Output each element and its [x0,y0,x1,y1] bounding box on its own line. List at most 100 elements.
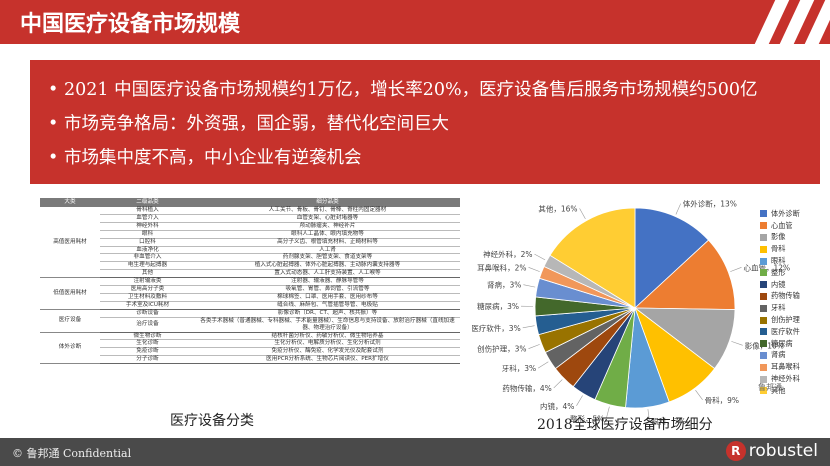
table-cell: 电生理与起搏器 [100,261,195,271]
legend-label: 药物传输 [771,291,800,301]
pie-slice [634,207,710,309]
table-cell: 微生物诊断 [100,332,195,341]
legend-swatch [760,257,767,265]
legend-label: 糖尿病 [771,338,793,348]
legend-swatch [760,222,767,230]
legend-swatch [760,281,767,289]
legend-swatch [760,316,767,324]
pie-data-label: 神经外科，2% [483,249,532,259]
table-row: 卫生材料及敷料 棉球棉签、口罩、医用手套、医用纱布等 [40,293,460,302]
table-caption: 医疗设备分类 [170,413,254,429]
legend-item: 整形 [760,267,800,279]
table-cell: 治疗设备 [100,317,195,333]
pie-data-label: 创伤护理，3% [477,344,526,354]
table-row: 治疗设备 各类手术器械（普通器械、专科器械、手术能量器械）、生命信息与支持设备、放… [40,317,460,333]
legend-swatch [760,245,767,253]
table-cell: 置入式动态器、人工肝支持装置、人工喉等 [195,269,460,279]
legend-item: 骨科 [760,243,800,255]
bullet-panel: • 2021 中国医疗设备市场规模约1万亿，增长率20%，医疗设备售后服务市场规模… [30,60,820,184]
pie-leader-line [606,406,610,419]
classification-table-area: 大类 二级品类 细分品类 高值医用耗材 骨科植入 人工关节、骨板、骨钉、骨棒、脊柱内固定… [40,198,460,408]
table-cell: 结核杆菌分析仪、药敏分析仪、微生物培养基 [195,332,460,341]
table-cell: 颅动脉瘤夹、神经补片 [195,222,460,231]
pie-data-label: 牙科，3% [502,363,536,373]
table-row: 眼科 眼科人工晶体、眼内填充物等 [40,230,460,239]
table-cell: 卫生材料及敷料 [100,293,195,302]
table-cell: 注射输液类 [100,277,195,287]
legend-item: 体外诊断 [760,208,800,220]
watermark-text: 鲁邦通 [758,383,782,392]
legend-label: 眼科 [771,256,786,266]
logo-mark-icon: R [725,441,746,461]
table-row: 电生理与起搏器 植入式心脏起搏器、体外心脏起搏器、主动脉内囊支持器等 [40,261,460,271]
legend-label: 骨科 [771,244,786,254]
pie-leader-line [528,344,540,349]
pie-data-label: 糖尿病，3% [477,301,519,311]
legend-label: 影像 [771,232,786,242]
table-category-cell: 低值医用耗材 [40,277,100,310]
pie-data-label: 骨科，9% [705,395,739,405]
pie-leader-line [647,409,650,422]
bullet-text: 市场竞争格局：外资强，国企弱，替代化空间巨大 [64,114,449,134]
table-cell: 医用高分子类 [100,285,195,294]
legend-item: 内镜 [760,279,800,291]
legend-label: 内镜 [771,279,786,289]
table-cell: 免疫诊断 [100,347,195,357]
header-bar: 中国医疗设备市场规模 [0,0,830,44]
pie-leader-line [731,341,743,346]
legend-swatch [760,233,767,241]
pie-leader-line [553,379,563,389]
bullet-item: • 2021 中国医疗设备市场规模约1万亿，增长率20%，医疗设备售后服务市场规模… [48,76,758,101]
table-header-cell: 大类 [40,198,100,207]
legend-item: 影像 [760,232,800,244]
table-cell: 医用PCR分析系统、生物芯片阅读仪、PER扩增仪 [195,355,460,365]
table-row: 血管介入 血管支架、心脏封堵器等 [40,214,460,223]
table-row: 非血管介入 药剂腺支架、胆管支架、食道支架等 [40,253,460,263]
table-cell: 吸氧管、胃管、鼻饲管、引流管等 [195,285,460,294]
table-category-cell: 体外诊断 [40,332,100,365]
robustel-logo: R robustel [725,441,818,461]
legend-item: 肾病 [760,350,800,362]
chart-title: 2018全球医疗设备市场细分 [537,417,713,433]
table-cell: 骨科植入 [100,207,195,215]
footer-confidential: © 鲁邦通 Confidential [12,447,132,460]
table-category-cell: 医疗设备 [40,309,100,333]
table-cell: 神经外科 [100,222,195,231]
pie-data-label: 耳鼻喉科，2% [477,262,526,272]
page-title: 中国医疗设备市场规模 [20,12,241,37]
pie-leader-line [537,361,549,369]
legend-label: 其他 [771,385,786,395]
pie-leader-line [528,267,540,272]
legend-swatch [760,363,767,371]
legend-label: 整形 [771,267,786,277]
bullet-dot-icon: • [48,148,59,168]
bullet-item: • 市场竞争格局：外资强，国企弱，替代化空间巨大 [48,110,449,135]
table-row: 低值医用耗材 注射输液类 注射器、输液器、静脉导管等 [40,277,460,310]
legend-item: 牙科 [760,302,800,314]
table-header-row: 大类 二级品类 细分品类 [40,198,460,207]
table-cell: 分子诊断 [100,355,195,365]
legend-swatch [760,304,767,312]
legend-item: 糖尿病 [760,338,800,350]
logo-text: robustel [748,441,818,461]
table-cell: 药剂腺支架、胆管支架、食道支架等 [195,253,460,263]
table-cell: 各类手术器械（普通器械、专科器械、手术能量器械）、生命信息与支持设备、放射治疗器… [195,317,460,333]
table-cell: 棉球棉签、口罩、医用手套、医用纱布等 [195,293,460,302]
legend-item: 心血管 [760,220,800,232]
pie-leader-line [579,208,586,220]
table-cell: 口腔科 [100,238,195,247]
pie-leader-line [523,284,536,288]
table-cell: 血管支架、心脏封堵器等 [195,214,460,223]
bullet-dot-icon: • [48,80,59,100]
legend-item: 医疗软件 [760,326,800,338]
legend-item: 眼科 [760,255,800,267]
chart-legend: 体外诊断 心血管 影像 骨科 眼科 整形 内镜 药物传输 牙科 创伤护理 医疗软件 糖尿病 肾病 耳鼻喉科… [760,208,800,397]
pie-slice [549,207,636,309]
bullet-item: • 市场集中度不高，中小企业有逆袭机会 [48,144,362,169]
table-cell: 血管介入 [100,214,195,223]
pie-leader-line [534,253,546,261]
legend-label: 体外诊断 [771,208,800,218]
table-row: 医疗设备 诊断设备 影像诊断（DR、CT、超声、核共振）等 [40,309,460,333]
pie-leader-line [695,389,703,400]
